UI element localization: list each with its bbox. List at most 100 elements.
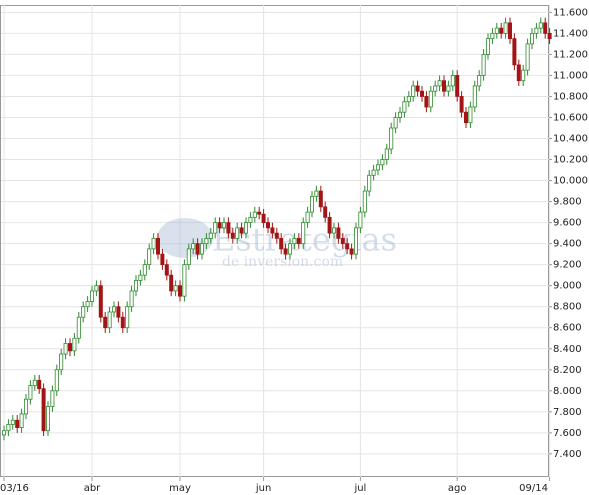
candle-body — [257, 211, 262, 215]
x-tick-label: jun — [255, 483, 271, 494]
candle-body — [389, 127, 394, 150]
candle-body — [384, 148, 389, 160]
candle-body — [279, 237, 284, 250]
x-tick-label: 03/16 — [0, 483, 29, 494]
candle-body — [323, 206, 328, 218]
candle-body — [503, 22, 508, 34]
candle-body — [199, 243, 204, 255]
y-tick-label: 9.200 — [553, 260, 582, 271]
candle-body — [402, 101, 407, 113]
candle-body — [182, 264, 187, 297]
candle-body — [217, 222, 222, 229]
candle-body — [243, 222, 248, 234]
candle-body — [309, 195, 314, 213]
candle-body — [68, 343, 73, 352]
candle-body — [177, 285, 182, 297]
candle-body — [195, 243, 200, 255]
candle-body — [530, 32, 535, 45]
candle-body — [46, 406, 51, 432]
candle-body — [239, 227, 244, 234]
grid — [1, 5, 551, 477]
candle-body — [419, 90, 424, 97]
candle-body — [129, 290, 134, 308]
candle-body — [125, 306, 130, 329]
y-tick-label: 11.600 — [553, 7, 588, 18]
candle-body — [371, 169, 376, 176]
candle-body — [521, 69, 526, 82]
candle-body — [468, 106, 473, 124]
candle-body — [512, 38, 517, 66]
y-tick-label: 11.400 — [553, 28, 588, 39]
candle-body — [261, 213, 266, 224]
candle-body — [142, 264, 147, 276]
candle-body — [485, 38, 490, 55]
candle-body — [494, 27, 499, 34]
candle-body — [287, 243, 292, 255]
candle-body — [336, 227, 341, 239]
y-tick-label: 10.000 — [553, 176, 588, 187]
candle-body — [433, 85, 438, 92]
candle-body — [292, 237, 297, 245]
candle-body — [76, 316, 81, 339]
candle-body — [186, 248, 191, 266]
candle-body — [107, 311, 112, 329]
candle-body — [265, 222, 270, 229]
candle-body — [204, 237, 209, 245]
x-tick-label: may — [169, 483, 191, 494]
candle-body — [296, 237, 301, 245]
candle-body — [301, 222, 306, 245]
candle-body — [459, 96, 464, 113]
candle-body — [213, 222, 218, 234]
candle-body — [116, 306, 121, 318]
candle-body — [525, 43, 530, 71]
candle-body — [314, 190, 319, 197]
candle-body — [463, 111, 468, 124]
candle-body — [481, 54, 486, 76]
candle-body — [353, 227, 358, 255]
candle-body — [437, 80, 442, 87]
candle-body — [538, 22, 543, 29]
y-tick-label: 7.600 — [553, 428, 582, 439]
candle-body — [23, 398, 28, 415]
candle-body — [345, 243, 350, 250]
y-tick-label: 8.000 — [553, 386, 582, 397]
candle-body — [340, 237, 345, 245]
candle-body — [235, 227, 240, 239]
candle-body — [446, 85, 451, 92]
candle-body — [543, 22, 548, 34]
candle-body — [226, 222, 231, 234]
candle-body — [208, 232, 213, 239]
y-tick-label: 9.800 — [553, 197, 582, 208]
candle-body — [362, 190, 367, 213]
candle-body — [15, 419, 20, 428]
candle-body — [375, 164, 380, 171]
candle-body — [6, 424, 11, 432]
y-tick-label: 10.600 — [553, 112, 588, 123]
candle-body — [37, 379, 42, 390]
candle-body — [534, 27, 539, 34]
x-tick-label: jul — [353, 483, 366, 494]
candle-body — [50, 390, 55, 407]
candle-body — [424, 96, 429, 108]
x-tick-label: 09/14 — [519, 483, 548, 494]
candle-body — [393, 117, 398, 129]
candle-body — [112, 306, 117, 313]
candle-body — [415, 85, 420, 92]
candle-body — [331, 227, 336, 234]
candle-body — [41, 388, 46, 432]
y-tick-label: 9.000 — [553, 281, 582, 292]
candle-body — [428, 90, 433, 108]
y-tick-label: 11.000 — [553, 70, 588, 81]
candle-body — [358, 211, 363, 229]
candle-body — [411, 85, 416, 97]
candle-body — [10, 419, 15, 425]
x-tick-label: abr — [84, 483, 101, 494]
candle-body — [164, 264, 169, 276]
watermark-subtext: de inversion.com — [222, 254, 343, 270]
candle-body — [54, 369, 59, 392]
candle-body — [490, 32, 495, 40]
candle-body — [455, 75, 460, 97]
y-tick-label: 11.200 — [553, 49, 588, 60]
candle-body — [191, 243, 196, 250]
candle-body — [160, 253, 165, 266]
